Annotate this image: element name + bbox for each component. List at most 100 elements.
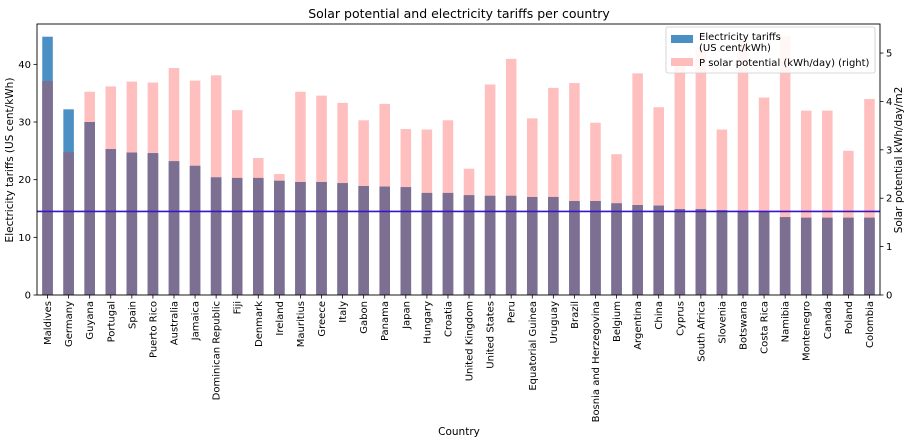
overlap-bar <box>42 81 53 295</box>
overlap-bar <box>800 217 812 295</box>
overlap-bar <box>463 195 475 295</box>
x-tick-label: Costa Rica <box>760 301 771 354</box>
x-tick-label: Denmark <box>254 301 265 347</box>
overlap-bar <box>484 195 496 295</box>
legend-label-solar: P solar potential (kWh/day) (right) <box>699 58 870 69</box>
x-tick-label: Greece <box>317 301 328 337</box>
x-tick-label: South Africa <box>696 301 707 362</box>
chart-title: Solar potential and electricity tariffs … <box>308 6 610 21</box>
y-tick-label-right: 4 <box>886 97 892 108</box>
overlap-bar <box>864 217 875 295</box>
legend-label-tariffs: Electricity tariffs <box>699 32 781 43</box>
solar-bar <box>653 107 664 295</box>
overlap-bar <box>400 187 412 295</box>
x-tick-label: Peru <box>507 301 518 323</box>
y-tick-label-right: 2 <box>886 194 892 205</box>
overlap-bar <box>737 210 749 295</box>
x-tick-label: Argentina <box>633 301 644 350</box>
overlap-bar <box>358 186 369 295</box>
solar-bar <box>695 48 707 296</box>
x-tick-label: Colombia <box>865 301 876 348</box>
x-tick-label: Montenegro <box>802 301 813 361</box>
overlap-bar <box>421 192 433 295</box>
overlap-bar <box>716 210 728 295</box>
overlap-bar <box>84 122 95 296</box>
solar-bar <box>632 73 643 295</box>
legend-box <box>665 26 876 74</box>
overlap-bar <box>316 181 327 295</box>
x-tick-label: Germany <box>64 301 75 347</box>
overlap-bar <box>168 161 180 295</box>
overlap-bar <box>231 177 243 295</box>
overlap-bar <box>147 153 159 295</box>
x-tick-label: Uruguay <box>549 301 560 344</box>
y-tick-label-left: 10 <box>18 233 31 244</box>
solar-bar <box>548 87 559 295</box>
solar-bar <box>779 36 791 296</box>
x-tick-label: Equatorial Guinea <box>528 301 539 391</box>
x-tick-label: United Kingdom <box>465 301 476 381</box>
overlap-bar <box>695 209 707 295</box>
overlap-bar <box>379 186 391 295</box>
x-tick-label: Dominican Republic <box>212 301 223 400</box>
overlap-bar <box>758 211 770 295</box>
legend-label-tariffs-line2: (US cent/kWh) <box>699 43 771 54</box>
y-tick-label-left: 40 <box>18 60 31 71</box>
y-axis-label: Electricity tariffs (US cent/kWh) <box>4 78 16 243</box>
solar-bar <box>800 110 812 295</box>
x-tick-label: Slovenia <box>717 301 728 344</box>
x-axis: Maldives Germany Guyana Portugal Spain Puerto… <box>43 295 876 422</box>
overlap-bar <box>674 209 686 295</box>
y-tick-label-right: 3 <box>886 145 892 156</box>
solar-bar <box>505 58 517 295</box>
x-tick-label: Japan <box>401 301 412 330</box>
solar-bars-group <box>42 36 875 296</box>
x-tick-label: Italy <box>338 301 349 323</box>
y-axis-right: 0 1 2 3 4 5 <box>880 49 892 302</box>
overlap-bar <box>126 152 138 295</box>
x-tick-label: Canada <box>823 301 834 339</box>
overlap-bar <box>253 177 264 295</box>
x-tick-label: Belgium <box>612 301 623 342</box>
overlap-bar <box>63 152 74 295</box>
overlap-bar <box>843 217 854 295</box>
overlap-bar <box>274 180 285 295</box>
overlap-bar <box>569 201 580 295</box>
overlap-bar <box>548 196 559 295</box>
y-tick-label-left: 0 <box>25 291 31 302</box>
plot-frame <box>36 23 881 296</box>
x-tick-label: Gabon <box>359 301 370 334</box>
y-axis-left: 0 10 20 30 40 <box>18 60 37 302</box>
x-tick-label: Croatia <box>443 301 454 337</box>
x-tick-label: United States <box>486 301 497 369</box>
overlap-bar <box>822 217 833 295</box>
overlap-bar <box>105 149 117 295</box>
y-tick-label-left: 20 <box>18 175 31 186</box>
x-tick-label: Fiji <box>233 301 244 314</box>
y-tick-label-right: 5 <box>886 49 892 60</box>
overlap-bar <box>210 177 222 295</box>
solar-bar <box>822 110 833 295</box>
x-tick-label: Guyana <box>85 301 96 340</box>
x-tick-label: Portugal <box>106 301 117 342</box>
solar-bar <box>737 39 749 296</box>
x-tick-label: Puerto Rico <box>148 301 159 358</box>
legend-swatch-tariffs <box>671 35 693 43</box>
solar-bar <box>569 83 580 296</box>
x-tick-label: Hungary <box>422 301 433 344</box>
x-tick-label: Mauritius <box>296 301 307 347</box>
y-axis-label-right: Solar potential kWh/day/m2 <box>893 87 905 234</box>
overlap-bar <box>590 201 601 295</box>
overlap-bar <box>632 205 643 295</box>
x-tick-label: Panama <box>380 301 391 341</box>
solar-bar <box>758 97 770 295</box>
x-tick-label: Botswana <box>739 301 750 350</box>
x-tick-label: Ireland <box>275 301 286 336</box>
legend-swatch-solar <box>671 58 693 66</box>
overlap-bar <box>611 203 622 295</box>
overlap-bar <box>337 183 348 295</box>
overlap-bar <box>295 181 306 295</box>
x-tick-label: Maldives <box>43 301 54 345</box>
solar-bar <box>674 65 686 295</box>
x-axis-label: Country <box>438 426 480 438</box>
